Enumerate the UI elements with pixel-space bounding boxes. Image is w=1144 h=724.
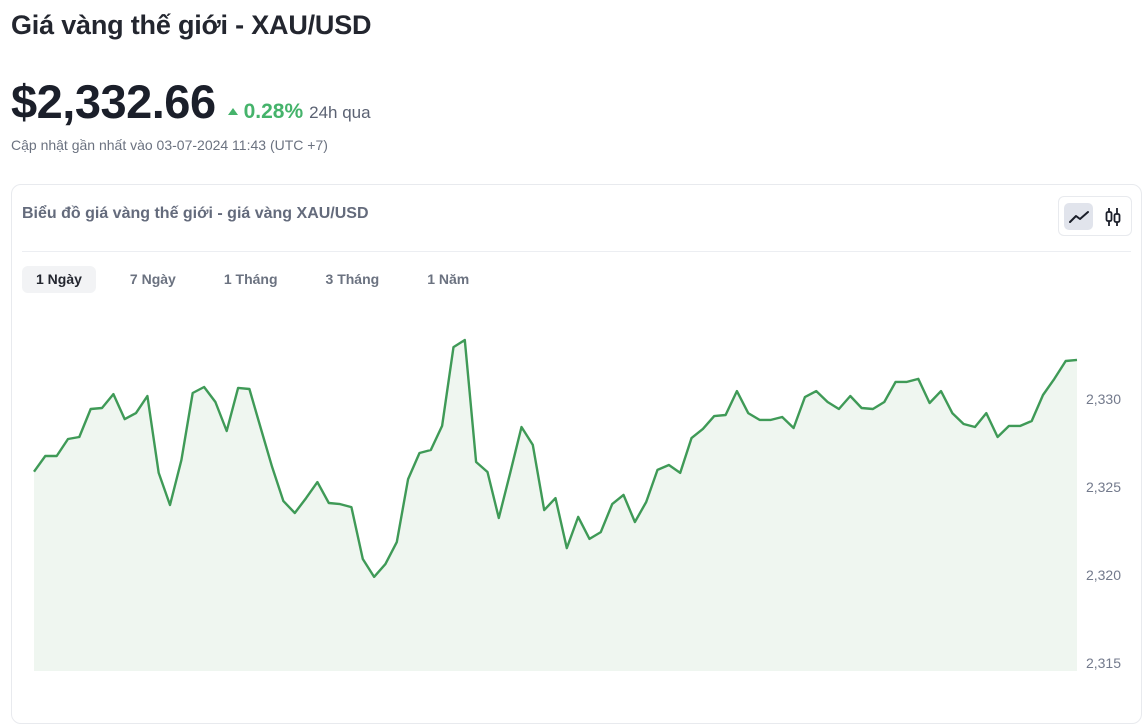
tab-7-days[interactable]: 7 Ngày: [129, 271, 176, 287]
y-tick-label: 2,325: [1086, 479, 1121, 495]
candlestick-button[interactable]: [1098, 203, 1127, 230]
y-tick-label: 2,315: [1086, 655, 1121, 671]
tab-1-month[interactable]: 1 Tháng: [223, 271, 278, 287]
price-line: [33, 338, 1078, 579]
change-percent: 0.28%: [243, 100, 304, 123]
page-title: Giá vàng thế giới - XAU/USD: [11, 10, 372, 40]
y-tick-label: 2,320: [1086, 567, 1121, 583]
tab-1-day[interactable]: 1 Ngày: [22, 266, 96, 293]
tab-3-months[interactable]: 3 Tháng: [325, 271, 380, 287]
chart-card-title: Biểu đồ giá vàng thế giới - giá vàng XAU…: [22, 205, 369, 222]
price-area: [34, 340, 1077, 671]
last-updated: Cập nhật gần nhất vào 03-07-2024 11:43 (…: [11, 137, 328, 153]
chart-card: Biểu đồ giá vàng thế giới - giá vàng XAU…: [11, 184, 1142, 724]
current-price: $2,332.66: [11, 75, 216, 128]
line-chart-button[interactable]: [1064, 203, 1093, 230]
up-arrow-icon: [227, 108, 238, 115]
price-change: 0.28%: [227, 100, 304, 124]
range-tabs: 1 Ngày 7 Ngày 1 Tháng 3 Tháng 1 Năm: [22, 266, 503, 293]
candlestick-icon: [1105, 207, 1120, 226]
y-tick-label: 2,330: [1086, 391, 1121, 407]
price-summary: $2,332.66 0.28% 24h qua: [11, 74, 371, 129]
change-period: 24h qua: [309, 103, 371, 122]
price-chart[interactable]: 2,315 2,320 2,325 2,330: [0, 0, 1144, 703]
line-chart-icon: [1068, 210, 1089, 223]
card-divider: [22, 251, 1131, 252]
tab-1-year[interactable]: 1 Năm: [427, 271, 470, 287]
chart-type-toggle: [1058, 196, 1132, 236]
